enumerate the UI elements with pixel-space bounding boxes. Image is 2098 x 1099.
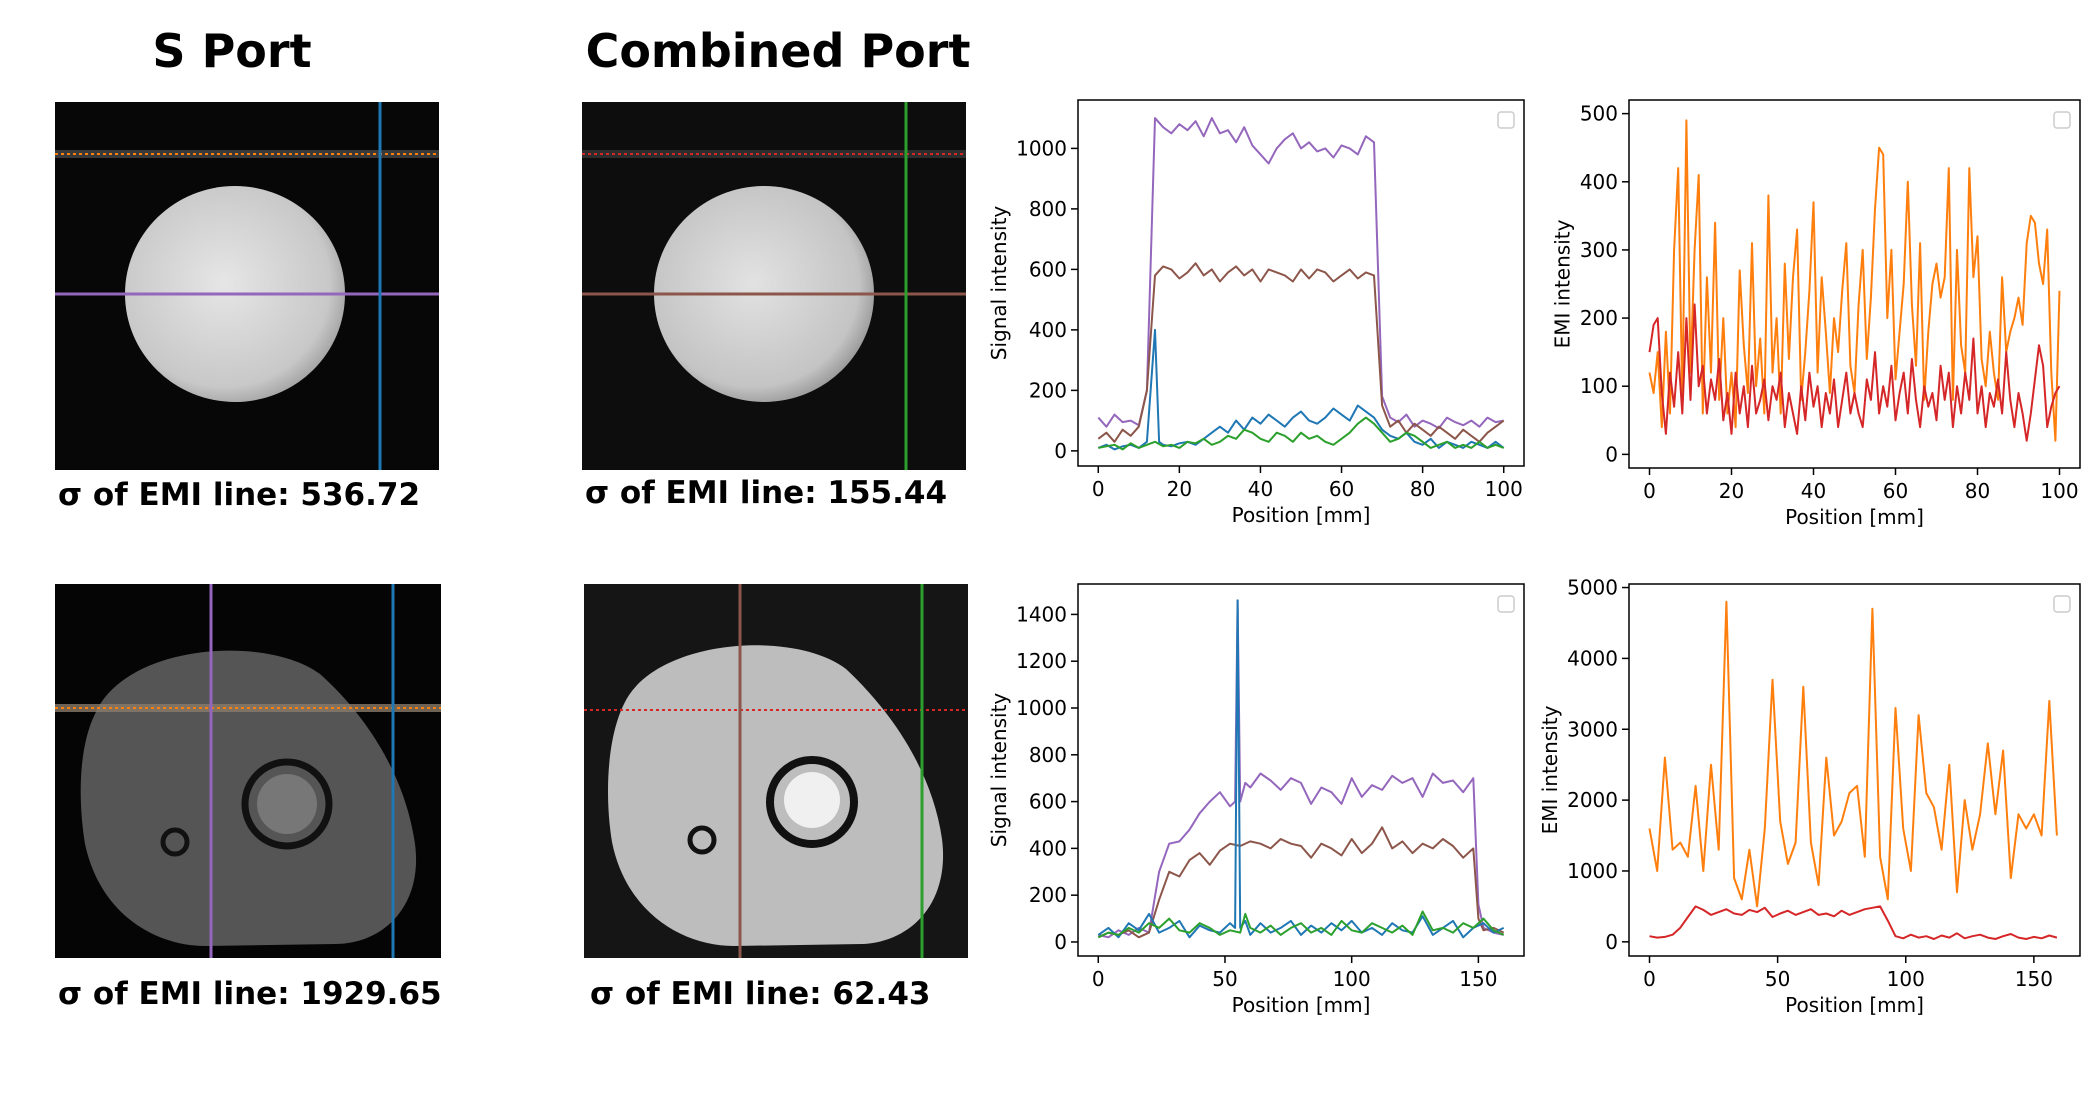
y-axis-label: EMI intensity — [1551, 219, 1575, 348]
chart-row2-emi: 0 50 100 150 0 1000 2000 3000 4000 5000 Position [… — [1538, 576, 2082, 1017]
y-axis-label: EMI intensity — [1538, 705, 1562, 834]
y-tick-label: 5000 — [1567, 576, 1618, 600]
chart-row1-emi-svg: 0 20 40 60 80 100 0 100 200 300 400 500 Position [mm… — [1551, 99, 2081, 529]
y-tick-label: 0 — [1605, 442, 1618, 466]
chart-0-plot — [1097, 117, 1505, 451]
y-tick-label: 3000 — [1567, 717, 1618, 741]
series-line-orange — [1648, 600, 2058, 908]
y-tick-label: 1000 — [1016, 696, 1067, 720]
y-tick-label: 1400 — [1016, 602, 1067, 626]
y-tick-label: 100 — [1580, 374, 1618, 398]
axes-frame — [1077, 99, 1525, 467]
y-tick-label: 200 — [1580, 306, 1618, 330]
chart-row2-signal: 0 50 100 150 0 200 400 600 800 1000 1200 1400 Positi… — [987, 583, 1526, 1017]
sigma-label-row1-combined-port: σ of EMI line: 155.44 — [585, 475, 948, 511]
y-tick-label: 400 — [1029, 836, 1067, 860]
sigma-label-row2-s-port: σ of EMI line: 1929.65 — [58, 976, 442, 1012]
series-line-purple — [1098, 599, 1504, 939]
axes-frame — [1628, 583, 2081, 957]
x-tick-label: 150 — [2015, 967, 2053, 991]
x-tick-label: 100 — [1887, 967, 1925, 991]
x-tick-label: 20 — [1719, 479, 1744, 503]
chart-row2-signal-svg: 0 50 100 150 0 200 400 600 800 1000 1200 1400 Positi… — [987, 583, 1525, 1017]
y-tick-label: 800 — [1029, 197, 1067, 221]
x-tick-label: 50 — [1765, 967, 1790, 991]
y-tick-label: 600 — [1029, 790, 1067, 814]
legend-box — [1497, 595, 1515, 613]
series-line-brown — [1097, 262, 1505, 443]
y-tick-label: 2000 — [1567, 788, 1618, 812]
y-tick-label: 4000 — [1567, 646, 1618, 670]
mri-image-s-port-leg — [55, 584, 441, 958]
x-axis-label: Position [mm] — [1232, 993, 1371, 1017]
chart-1-plot — [1648, 119, 2061, 442]
sigma-label-row1-s-port: σ of EMI line: 536.72 — [58, 477, 421, 513]
chart-row1-emi: 0 20 40 60 80 100 0 100 200 300 400 500 Position [mm… — [1551, 98, 2082, 529]
x-tick-label: 0 — [1092, 477, 1105, 501]
y-tick-label: 800 — [1029, 743, 1067, 767]
x-tick-label: 20 — [1167, 477, 1192, 501]
x-tick-label: 0 — [1092, 967, 1105, 991]
x-tick-label: 60 — [1329, 477, 1354, 501]
x-tick-label: 100 — [1485, 477, 1523, 501]
chart-2-plot — [1097, 599, 1505, 939]
x-tick-label: 0 — [1643, 967, 1656, 991]
x-tick-label: 50 — [1212, 967, 1237, 991]
legend-box — [1497, 111, 1515, 129]
chart-3-plot — [1648, 600, 2058, 940]
y-tick-label: 200 — [1029, 883, 1067, 907]
legend-box — [2053, 595, 2071, 613]
x-axis-label: Position [mm] — [1785, 505, 1924, 529]
axes-frame — [1077, 583, 1525, 957]
y-tick-label: 300 — [1580, 238, 1618, 262]
mri-image-combined-port-leg — [584, 584, 968, 958]
series-line-brown — [1097, 826, 1505, 939]
x-tick-label: 100 — [2040, 479, 2078, 503]
series-line-blue — [1097, 328, 1505, 451]
y-tick-label: 600 — [1029, 257, 1067, 281]
series-line-purple — [1097, 117, 1504, 430]
y-axis-label: Signal intensity — [987, 693, 1011, 848]
y-axis-label: Signal intensity — [987, 206, 1011, 361]
y-tick-label: 0 — [1054, 439, 1067, 463]
x-tick-label: 0 — [1643, 479, 1656, 503]
y-tick-label: 400 — [1029, 318, 1067, 342]
y-tick-label: 1000 — [1567, 859, 1618, 883]
x-tick-label: 40 — [1248, 477, 1273, 501]
x-tick-label: 100 — [1333, 967, 1371, 991]
chart-row2-emi-svg: 0 50 100 150 0 1000 2000 3000 4000 5000 Position [… — [1538, 576, 2081, 1017]
x-tick-label: 60 — [1883, 479, 1908, 503]
series-line-green — [1098, 416, 1505, 451]
title-s-port: S Port — [152, 24, 312, 78]
x-tick-label: 80 — [1410, 477, 1435, 501]
y-tick-label: 1000 — [1016, 136, 1067, 160]
y-tick-label: 500 — [1580, 102, 1618, 126]
legend-box — [2053, 111, 2071, 129]
series-line-red — [1648, 303, 2061, 442]
series-line-green — [1097, 910, 1505, 939]
x-tick-label: 150 — [1459, 967, 1497, 991]
axes-frame — [1628, 99, 2081, 469]
sigma-label-row2-combined-port: σ of EMI line: 62.43 — [590, 976, 931, 1012]
title-combined-port: Combined Port — [585, 24, 971, 78]
series-line-blue — [1097, 599, 1505, 939]
series-line-red — [1649, 905, 2058, 940]
y-tick-label: 200 — [1029, 378, 1067, 402]
mri-image-s-port-phantom — [55, 102, 439, 470]
y-tick-label: 0 — [1054, 930, 1067, 954]
x-tick-label: 40 — [1801, 479, 1826, 503]
y-tick-label: 1200 — [1016, 649, 1067, 673]
y-tick-label: 400 — [1580, 170, 1618, 194]
x-axis-label: Position [mm] — [1232, 503, 1371, 527]
x-axis-label: Position [mm] — [1785, 993, 1924, 1017]
x-tick-label: 80 — [1965, 479, 1990, 503]
y-tick-label: 0 — [1605, 930, 1618, 954]
mri-image-combined-port-phantom — [582, 102, 966, 470]
chart-row1-signal: 0 20 40 60 80 100 0 200 400 600 800 1000 Position [m… — [987, 98, 1526, 527]
